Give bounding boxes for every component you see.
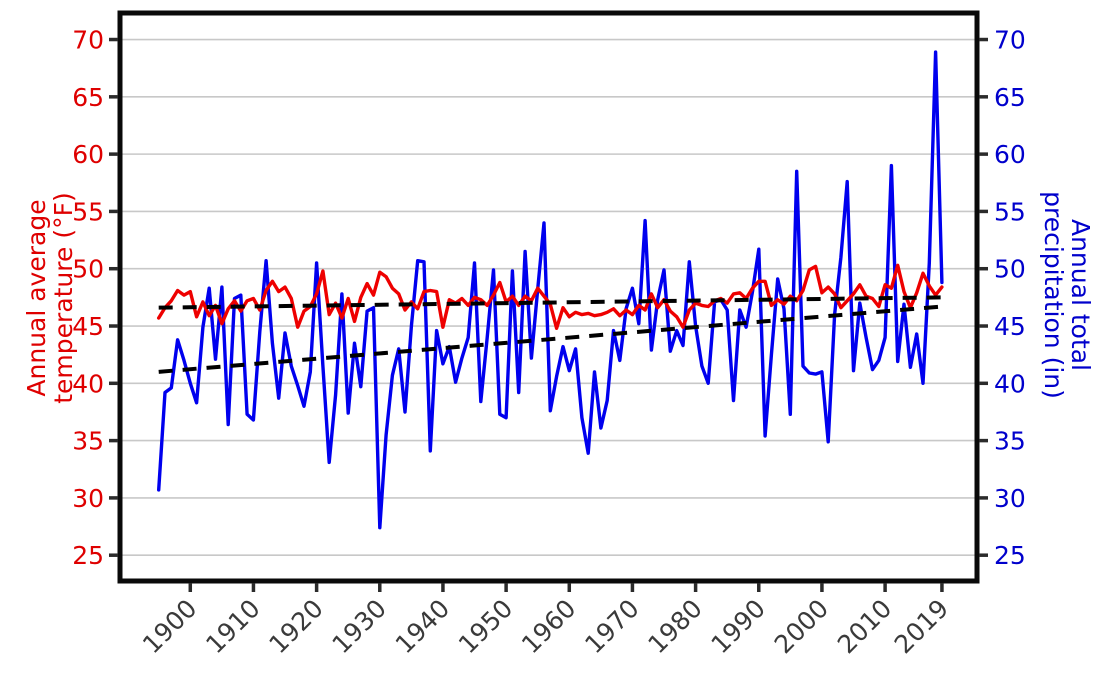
x-axis-tick-label: 2000 bbox=[769, 594, 834, 659]
left-axis-title-line1: Annual average bbox=[22, 199, 51, 397]
left-axis-tick-label: 60 bbox=[72, 140, 104, 169]
annual-average-temperature-line bbox=[156, 263, 944, 330]
temperature-trend-line bbox=[158, 295, 942, 310]
x-axis-tick-label: 2019 bbox=[889, 594, 954, 659]
left-axis-tick-label: 70 bbox=[72, 26, 104, 55]
x-axis-tick-label: 1990 bbox=[706, 594, 771, 659]
right-axis-tick-label: 45 bbox=[994, 312, 1026, 341]
right-axis-tick-label: 55 bbox=[994, 197, 1026, 226]
right-axis-tick-label: 65 bbox=[994, 83, 1026, 112]
right-axis-title-line2: precipitation (in) bbox=[1039, 191, 1068, 399]
x-axis-tick-label: 1960 bbox=[516, 594, 581, 659]
x-axis-tick-label: 1900 bbox=[137, 594, 202, 659]
x-axis-tick-label: 1930 bbox=[327, 594, 392, 659]
left-axis-title: Annual average temperature (°F) bbox=[22, 78, 79, 518]
right-axis-tick-label: 70 bbox=[994, 26, 1026, 55]
left-axis-tick-label: 65 bbox=[72, 83, 104, 112]
left-axis-tick-label: 30 bbox=[72, 484, 104, 513]
right-axis-tick-label: 30 bbox=[994, 484, 1026, 513]
x-axis-tick-label: 1910 bbox=[200, 594, 265, 659]
left-axis-tick-label: 35 bbox=[72, 427, 104, 456]
x-axis-tick-label: 1980 bbox=[642, 594, 707, 659]
plot-frame bbox=[117, 10, 980, 584]
right-axis-tick-label: 60 bbox=[994, 140, 1026, 169]
annual-total-precipitation-line bbox=[156, 50, 944, 530]
left-axis-tick-label: 50 bbox=[72, 255, 104, 284]
x-axis-tick-label: 1920 bbox=[263, 594, 328, 659]
x-axis-tick-label: 1940 bbox=[390, 594, 455, 659]
left-axis-tick-label: 55 bbox=[72, 197, 104, 226]
left-axis-tick-label: 40 bbox=[72, 369, 104, 398]
left-axis-tick-label: 45 bbox=[72, 312, 104, 341]
right-axis-tick-label: 35 bbox=[994, 427, 1026, 456]
left-axis-title-line2: temperature (°F) bbox=[49, 192, 78, 404]
right-axis-tick-label: 40 bbox=[994, 369, 1026, 398]
x-axis-tick-label: 1950 bbox=[453, 594, 518, 659]
right-axis-title-line1: Annual total bbox=[1066, 218, 1095, 371]
x-axis-tick-label: 2010 bbox=[832, 594, 897, 659]
right-axis-tick-label: 50 bbox=[994, 255, 1026, 284]
precipitation-trend-line bbox=[158, 304, 943, 374]
left-axis-tick-label: 25 bbox=[72, 541, 104, 570]
right-axis-tick-label: 25 bbox=[994, 541, 1026, 570]
x-axis-tick-label: 1970 bbox=[579, 594, 644, 659]
right-axis-title: Annual total precipitation (in) bbox=[1038, 75, 1095, 515]
